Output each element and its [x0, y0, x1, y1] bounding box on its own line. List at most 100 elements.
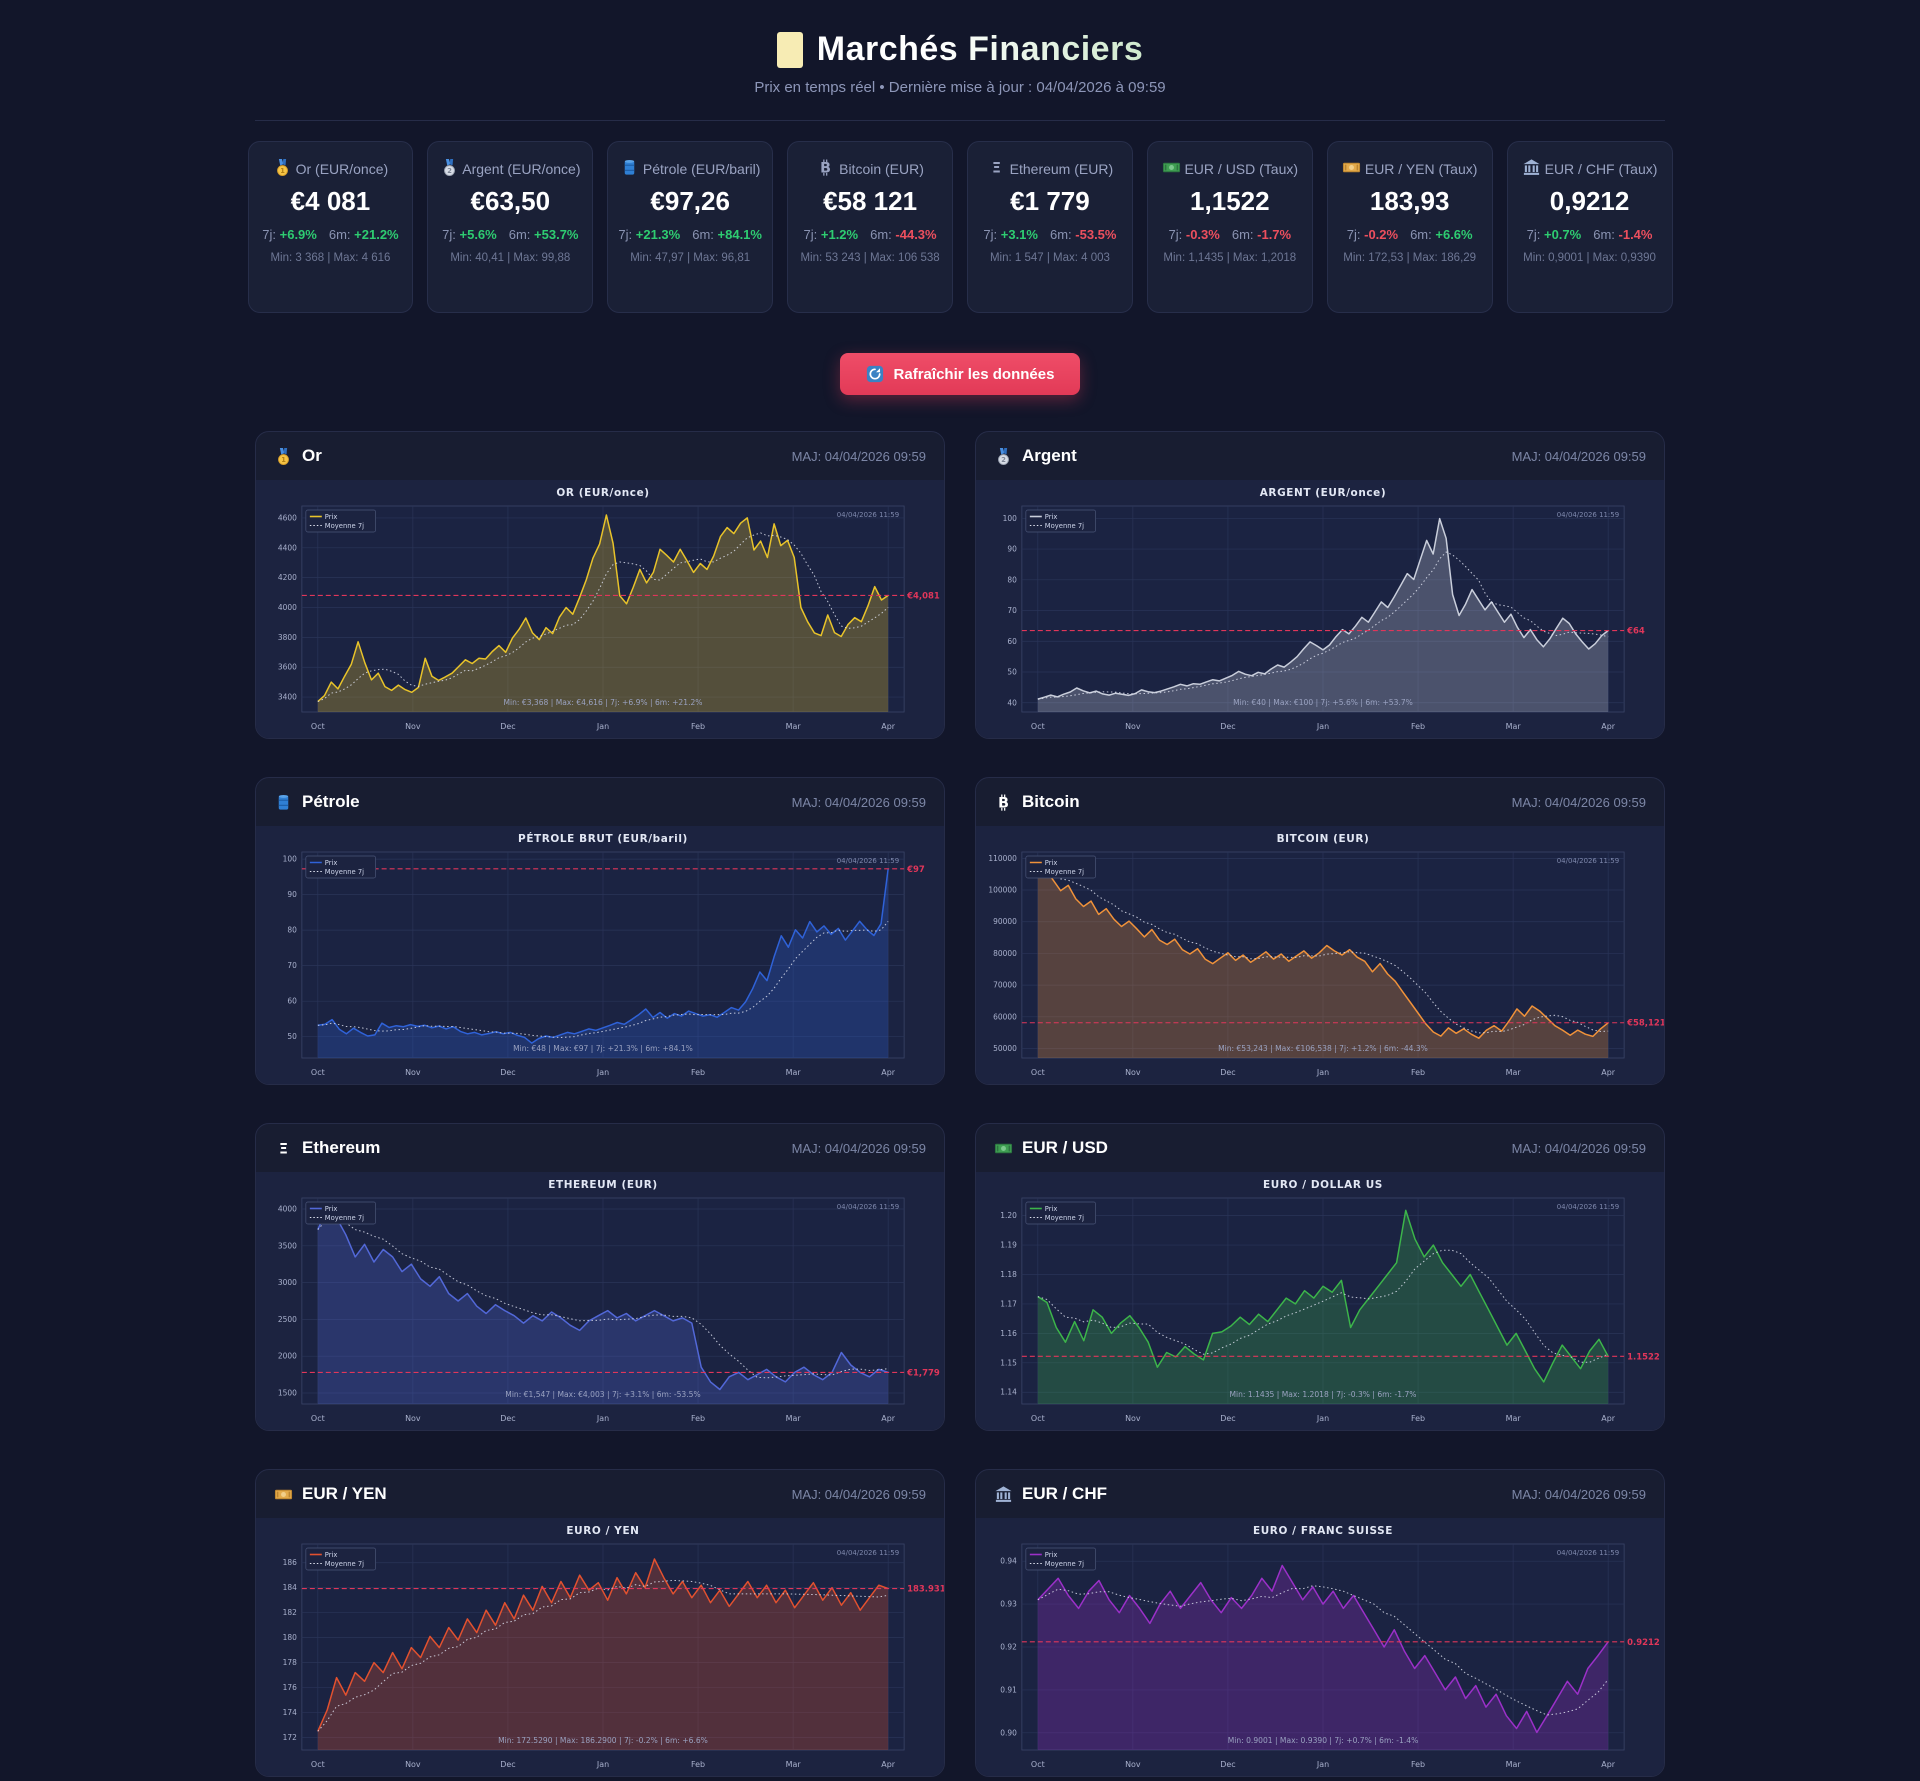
y-tick-label: 1.18 [1000, 1270, 1017, 1279]
legend-ma-label: Moyenne 7j [325, 1214, 364, 1222]
panel-updated-at: MAJ: 04/04/2026 09:59 [791, 1486, 926, 1502]
x-tick-label: Feb [691, 1760, 705, 1769]
chart-title: EURO / DOLLAR US [1263, 1179, 1383, 1191]
y-tick-label: 60000 [993, 1012, 1017, 1021]
card-title: EUR / USD (Taux) [1184, 161, 1299, 177]
y-tick-label: 4200 [278, 573, 297, 582]
legend-prix-label: Prix [325, 513, 338, 521]
y-tick-label: 186 [283, 1558, 297, 1567]
legend-ma-label: Moyenne 7j [1045, 522, 1084, 530]
price-line [1037, 517, 1609, 700]
change-6m-value: +6.6% [1435, 227, 1473, 243]
panel-updated-at: MAJ: 04/04/2026 09:59 [1511, 794, 1646, 810]
change-7d-label: 7j: [803, 227, 818, 243]
stat-card-ethereum: Ξ Ethereum (EUR) €1 779 7j: +3.1% 6m: -5… [967, 141, 1133, 313]
x-tick-label: Mar [786, 1760, 802, 1769]
legend-prix-label: Prix [1045, 513, 1058, 521]
change-6m-value: -1.7% [1257, 227, 1292, 243]
card-value: €1 779 [1010, 186, 1090, 217]
x-tick-label: Apr [1601, 1760, 1615, 1769]
x-tick-label: Oct [1031, 1414, 1045, 1423]
x-tick-label: Feb [1411, 1760, 1425, 1769]
x-tick-label: Apr [1601, 1414, 1615, 1423]
change-7d-value: +1.2% [820, 227, 859, 243]
panel-eur-yen: EUR / YEN MAJ: 04/04/2026 09:59 Oct Nov De… [255, 1469, 945, 1777]
y-tick-label: 178 [283, 1658, 297, 1667]
change-6m-value: -53.5% [1075, 227, 1117, 243]
chart-stats: Min: 172.5290 | Max: 186.2900 | 7j: -0.2… [498, 1736, 708, 1745]
chart-date-annotation: 04/04/2026 11:59 [837, 1549, 899, 1557]
x-tick-label: Jan [596, 1068, 609, 1077]
x-tick-label: Jan [596, 1414, 609, 1423]
legend-ma-label: Moyenne 7j [1045, 1214, 1084, 1222]
panel-name: Pétrole [302, 792, 360, 811]
panel-updated-at: MAJ: 04/04/2026 09:59 [791, 794, 926, 810]
card-minmax: Min: 47,97 | Max: 96,81 [630, 252, 751, 265]
y-tick-label: 180 [283, 1633, 297, 1642]
x-tick-label: Mar [786, 1068, 802, 1077]
y-tick-label: 50 [1007, 668, 1017, 677]
chart-stats: Min: €48 | Max: €97 | 7j: +21.3% | 6m: +… [513, 1044, 693, 1053]
change-7d-label: 7j: [1168, 227, 1183, 243]
chart-date-annotation: 04/04/2026 11:59 [837, 511, 899, 519]
chart-svg: Oct Nov Dec Jan Feb Mar Apr 50000 60000 70000 8000… [976, 826, 1664, 1084]
yen-banknote-icon [274, 1485, 293, 1504]
x-tick-label: Oct [311, 1760, 325, 1769]
series-area [317, 868, 889, 1058]
chart-bitcoin: Oct Nov Dec Jan Feb Mar Apr 50000 60000 70000 8000… [976, 826, 1664, 1084]
y-tick-label: 110000 [988, 854, 1017, 863]
card-value: €63,50 [470, 186, 551, 217]
y-tick-label: 80000 [993, 949, 1017, 958]
x-tick-label: Mar [1506, 722, 1522, 731]
change-7d-label: 7j: [983, 227, 998, 243]
current-price-label: €1,779 [906, 1367, 940, 1377]
y-tick-label: 70 [287, 961, 297, 970]
chart-svg: Oct Nov Dec Jan Feb Mar Apr 0.90 0.91 0.92 0.93 0.9… [976, 1518, 1664, 1776]
x-tick-label: Jan [596, 722, 609, 731]
silver-medal-icon: 2 [994, 447, 1013, 466]
page-header: Marchés Financiers Prix en temps réel • … [0, 0, 1920, 96]
panel-or: 1 Or MAJ: 04/04/2026 09:59 Oct Nov Dec Jan Fe… [255, 431, 945, 739]
card-minmax: Min: 172,53 | Max: 186,29 [1343, 252, 1477, 265]
chart-stats: Min: €40 | Max: €100 | 7j: +5.6% | 6m: +… [1233, 698, 1413, 707]
svg-text:1: 1 [281, 456, 286, 464]
panel-name: EUR / YEN [302, 1484, 387, 1503]
yen-banknote-icon [1342, 158, 1361, 177]
chart-title: EURO / FRANC SUISSE [1253, 1525, 1393, 1537]
change-7d-label: 7j: [442, 227, 456, 243]
refresh-data-button[interactable]: Rafraîchir les données [839, 353, 1081, 395]
stat-card-or: 1 Or (EUR/once) €4 081 7j: +6.9% 6m: +21… [247, 141, 414, 313]
price-line [1037, 868, 1609, 1039]
dollar-banknote-icon [994, 1139, 1013, 1158]
gold-medal-icon: 1 [273, 158, 292, 177]
x-tick-label: Oct [311, 1068, 325, 1077]
x-tick-label: Dec [1220, 1068, 1235, 1077]
price-line [317, 868, 889, 1044]
series-area [317, 515, 889, 712]
legend-prix-label: Prix [1045, 859, 1058, 867]
change-7d-value: -0.2% [1364, 227, 1399, 243]
chart-eur-usd: Oct Nov Dec Jan Feb Mar Apr 1.14 1.15 1.16 1.17 1.1… [976, 1172, 1664, 1430]
change-6m-label: 6m: [870, 227, 892, 243]
legend-prix-label: Prix [325, 1551, 338, 1559]
y-tick-label: 50000 [993, 1044, 1017, 1053]
card-value: €58 121 [823, 186, 918, 217]
moving-average-line [1037, 1585, 1609, 1716]
chart-stats: Min: 0.9001 | Max: 0.9390 | 7j: +0.7% | … [1228, 1736, 1419, 1745]
chart-title: ARGENT (EUR/once) [1260, 487, 1387, 499]
chart-date-annotation: 04/04/2026 11:59 [1557, 511, 1619, 519]
x-tick-label: Apr [881, 1760, 895, 1769]
x-tick-label: Jan [1316, 722, 1329, 731]
change-6m-value: +84.1% [717, 227, 762, 243]
series-area [1037, 1210, 1609, 1404]
panel-updated-at: MAJ: 04/04/2026 09:59 [1511, 448, 1646, 464]
y-tick-label: 182 [283, 1608, 297, 1617]
card-minmax: Min: 1 547 | Max: 4 003 [989, 252, 1110, 265]
card-value: 0,9212 [1549, 186, 1630, 217]
panel-name: Or [302, 446, 322, 465]
page-title: Marchés Financiers [816, 30, 1144, 68]
x-tick-label: Oct [1031, 1068, 1045, 1077]
